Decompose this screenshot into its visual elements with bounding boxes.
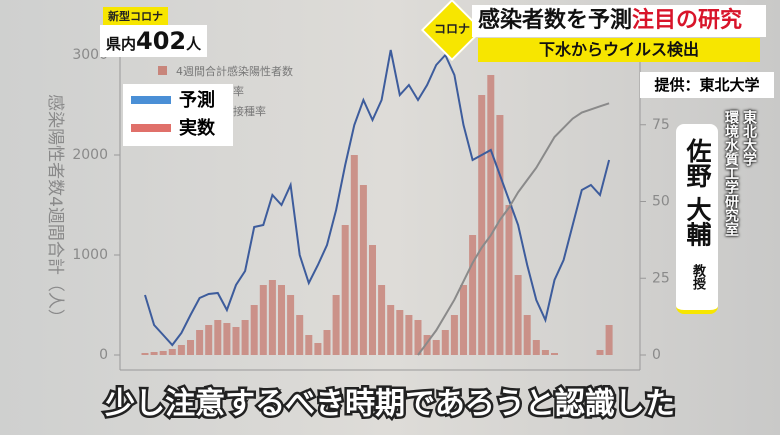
bar — [478, 95, 486, 355]
y-axis-label: 感染陽性者数4週間合計（人） — [45, 94, 65, 326]
bar — [223, 323, 231, 355]
bar — [259, 285, 267, 355]
legend-swatch — [131, 96, 171, 104]
y2-tick-label: 0 — [652, 347, 661, 363]
bar — [460, 285, 467, 355]
bar — [369, 245, 376, 355]
bar — [596, 350, 604, 355]
bar — [450, 315, 458, 355]
bar — [177, 345, 185, 355]
bar — [378, 285, 386, 355]
person-title: 教授 — [690, 264, 705, 290]
count-suffix: 人 — [186, 35, 202, 53]
y-tick-label: 0 — [99, 347, 108, 363]
bar — [523, 315, 531, 355]
bar — [514, 275, 522, 355]
plot: 0 1000 2000 3000 0 25 50 75 — [72, 47, 669, 363]
bar — [205, 325, 213, 355]
caption-layer: 少し注意するべき時期であろうと認識した — [103, 384, 678, 424]
bar — [332, 295, 340, 355]
legend: 予測 実数 — [123, 84, 233, 146]
bar — [187, 340, 194, 355]
bar — [496, 115, 504, 355]
count-box: 県内402人 — [100, 25, 208, 57]
tag: 新型コロナ — [103, 7, 168, 25]
caption: 少し注意するべき時期であろうと認識した — [105, 387, 675, 422]
y2-tick-label: 50 — [652, 194, 670, 210]
bar — [268, 280, 276, 355]
bar — [541, 350, 549, 355]
y-tick-label: 1000 — [72, 247, 108, 263]
bar — [414, 320, 422, 355]
count-prefix: 県内 — [106, 35, 137, 53]
bar — [341, 225, 349, 355]
count: 402 — [136, 27, 187, 55]
bar — [278, 285, 285, 355]
badge: コロナ — [433, 22, 470, 36]
legend-swatch — [131, 124, 171, 132]
bar — [141, 353, 149, 355]
line — [417, 102, 610, 356]
bar — [305, 335, 313, 355]
bar — [241, 320, 249, 355]
headline-accent: 注目の研究 — [632, 8, 743, 33]
bar — [296, 315, 304, 355]
headline-box: 感染者数を予測注目の研究 — [472, 5, 766, 37]
bar — [350, 155, 358, 355]
bar — [551, 353, 558, 355]
bar — [387, 305, 395, 355]
affiliation: 東北大学 環境水質工学研究室 — [722, 110, 758, 236]
y2-tick-label: 75 — [652, 117, 670, 133]
paper-legend: 4週間合計感染陽性者数 — [176, 64, 293, 78]
bar — [487, 75, 495, 355]
subhead: 下水からウイルス検出 — [478, 38, 760, 62]
bar — [469, 235, 477, 355]
bar — [214, 320, 222, 355]
credit: 提供：東北大学 — [640, 72, 774, 98]
bar — [505, 205, 513, 355]
bar — [287, 295, 295, 355]
line — [144, 49, 611, 347]
y-tick-label: 3000 — [72, 47, 108, 63]
bar — [150, 352, 158, 355]
y-tick-label: 2000 — [72, 147, 108, 163]
bar — [405, 315, 413, 355]
bar — [432, 340, 440, 355]
bar — [159, 351, 167, 355]
bar — [232, 327, 240, 355]
paper-legend-swatch — [158, 66, 167, 75]
bar — [359, 185, 367, 355]
legend-label: 実数 — [179, 118, 215, 139]
name-plate: 佐野 大輔 教授 — [676, 124, 718, 314]
headline: 感染者数を予測 — [478, 8, 633, 33]
bar — [441, 330, 449, 355]
y2-tick-label: 25 — [652, 270, 670, 286]
bar — [250, 305, 258, 355]
bar — [168, 349, 176, 355]
affiliation-line: 環境水質工学研究室 — [723, 110, 739, 236]
bar — [423, 335, 431, 355]
legend-label: 予測 — [179, 90, 215, 111]
affiliation-line: 東北大学 — [741, 110, 757, 166]
bar — [314, 343, 322, 355]
bar — [196, 330, 204, 355]
bar — [532, 340, 540, 355]
bar — [605, 325, 613, 355]
person-name: 佐野 大輔 — [683, 138, 712, 247]
bar — [323, 330, 331, 355]
bar — [396, 310, 404, 355]
